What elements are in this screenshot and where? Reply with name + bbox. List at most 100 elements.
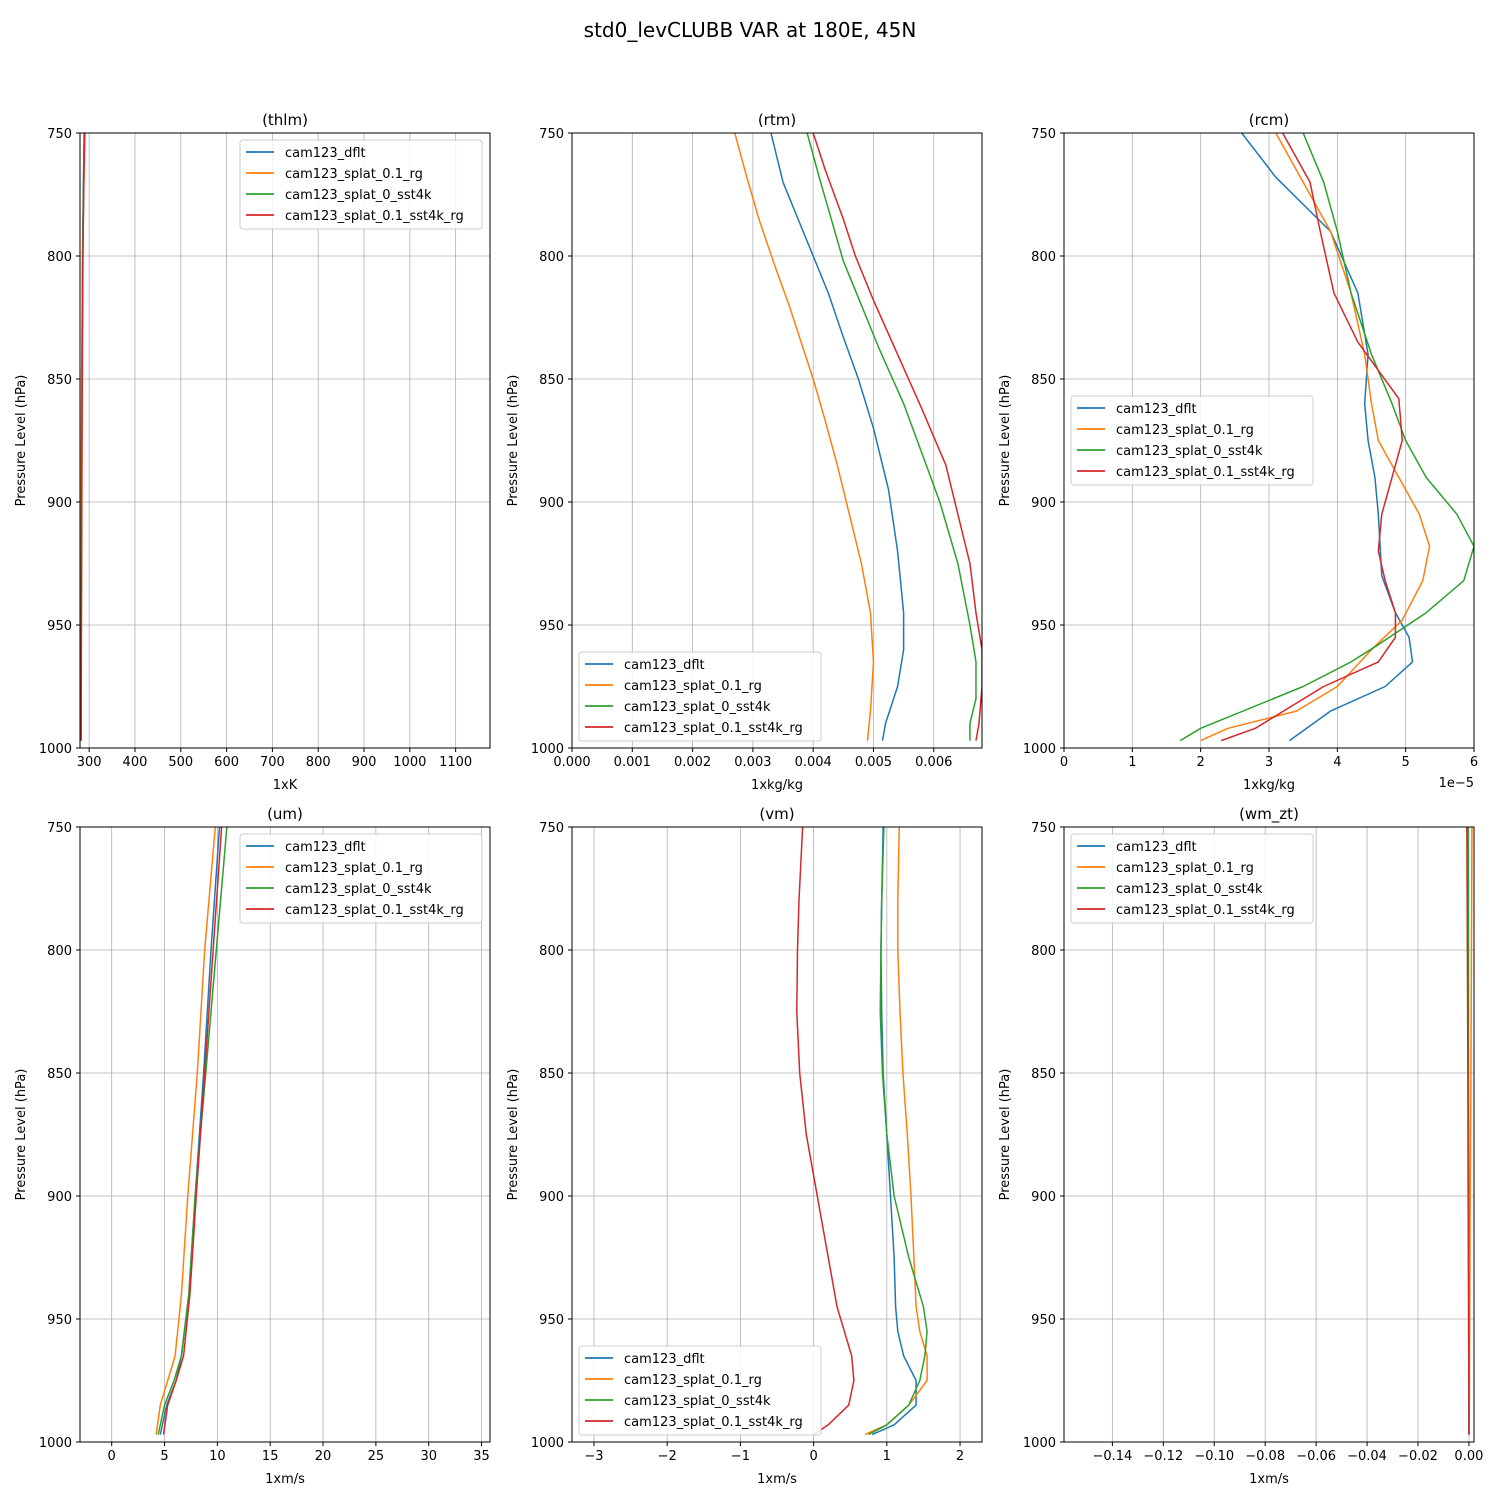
chart-panel-5: −3 −2 −1 0 1 2 750 800 850 900 950 1000 (vm) 1xm/s Pre… <box>506 805 983 1487</box>
legend: cam123_dflt cam123_splat_0.1_rg cam123_spl… <box>1070 395 1314 486</box>
legend: cam123_dflt cam123_splat_0.1_rg cam123_spl… <box>239 833 483 924</box>
legend-label: cam123_dflt <box>1116 402 1197 417</box>
legend-label: cam123_splat_0.1_rg <box>285 861 423 876</box>
y-tick-label: 800 <box>539 944 564 959</box>
chart-panel-1: 300 400 500 600 700 800 900 1000 1100 750 800 850 90… <box>14 111 491 793</box>
x-tick-label: −0.06 <box>1296 1449 1336 1464</box>
panel-title: (vm) <box>759 805 794 823</box>
series-group <box>1179 133 1474 742</box>
y-tick-label: 800 <box>539 250 564 265</box>
y-tick-label: 750 <box>47 127 72 142</box>
y-axis-label: Pressure Level (hPa) <box>14 375 29 507</box>
x-tick-label: 5 <box>1402 755 1410 770</box>
x-tick-label: 0.00 <box>1454 1449 1483 1464</box>
legend-box <box>1070 395 1314 486</box>
x-tick-label: 1100 <box>439 755 472 770</box>
y-tick-label: 800 <box>47 250 72 265</box>
y-tick-label: 1000 <box>1023 1436 1056 1451</box>
legend-box <box>578 651 822 742</box>
x-tick-label: 0.003 <box>734 755 771 770</box>
x-tick-label: 5 <box>160 1449 168 1464</box>
x-tick-label: 0 <box>108 1449 116 1464</box>
panel-title: (wm_zt) <box>1239 805 1299 824</box>
x-tick-label: −0.04 <box>1347 1449 1387 1464</box>
figure-title: std0_levCLUBB VAR at 180E, 45N <box>584 18 917 42</box>
y-tick-label: 950 <box>1031 1313 1056 1328</box>
panels: 300 400 500 600 700 800 900 1000 110075080085090… <box>14 111 1483 1487</box>
series-line-4 <box>812 133 982 741</box>
legend-label: cam123_dflt <box>1116 840 1197 855</box>
x-tick-label: −0.08 <box>1245 1449 1285 1464</box>
legend-label: cam123_splat_0.1_sst4k_rg <box>1116 903 1295 918</box>
y-tick-label: 850 <box>1031 1067 1056 1082</box>
x-tick-label: −2 <box>658 1449 677 1464</box>
chart-panel-2: 0.000 0.001 0.002 0.003 0.004 0.005 0.006 750 80… <box>506 111 983 793</box>
y-axis-label: Pressure Level (hPa) <box>506 375 521 507</box>
y-tick-label: 750 <box>539 821 564 836</box>
x-tick-label: 20 <box>315 1449 332 1464</box>
series-group <box>1466 827 1473 1435</box>
x-tick-label: 0.002 <box>674 755 711 770</box>
y-tick-label: 900 <box>1031 1190 1056 1205</box>
y-tick-label: 1000 <box>531 742 564 757</box>
x-tick-label: 30 <box>420 1449 437 1464</box>
y-tick-label: 850 <box>47 1067 72 1082</box>
x-tick-label: −3 <box>584 1449 603 1464</box>
y-axis-label: Pressure Level (hPa) <box>998 375 1013 507</box>
axes-frame <box>571 132 983 749</box>
x-tick-label: −0.10 <box>1194 1449 1234 1464</box>
x-tick-label: 700 <box>260 755 285 770</box>
series-line-4 <box>796 827 855 1436</box>
x-tick-label: 900 <box>352 755 377 770</box>
series-line-2 <box>864 827 928 1436</box>
panel-title: (rcm) <box>1249 111 1289 129</box>
chart-panel-4: 0 5 10 15 20 25 30 35 750 800 850 900 950 1000 (um) 1xm… <box>14 805 491 1487</box>
y-axis-label: Pressure Level (hPa) <box>14 1069 29 1201</box>
grid-lines <box>80 826 490 1443</box>
x-axis-label: 1xK <box>273 778 298 793</box>
x-tick-label: 0 <box>809 1449 817 1464</box>
series-line-4 <box>1220 133 1403 742</box>
legend-label: cam123_splat_0.1_rg <box>285 167 423 182</box>
series-group <box>155 827 228 1435</box>
x-tick-label: 0.000 <box>553 755 590 770</box>
x-axis-label: 1xkg/kg <box>751 778 803 793</box>
y-tick-label: 900 <box>47 496 72 511</box>
x-tick-label: 15 <box>262 1449 279 1464</box>
legend-label: cam123_splat_0.1_sst4k_rg <box>285 209 464 224</box>
legend-label: cam123_splat_0.1_sst4k_rg <box>624 721 803 736</box>
y-tick-label: 900 <box>1031 496 1056 511</box>
legend-box <box>578 1345 822 1436</box>
x-tick-label: −0.02 <box>1398 1449 1438 1464</box>
y-tick-label: 750 <box>1031 821 1056 836</box>
x-axis-label: 1xm/s <box>757 1472 797 1487</box>
y-tick-label: 850 <box>1031 373 1056 388</box>
x-tick-label: 0.001 <box>614 755 651 770</box>
grid-lines <box>80 132 490 749</box>
y-tick-label: 950 <box>47 619 72 634</box>
legend-label: cam123_splat_0.1_rg <box>1116 861 1254 876</box>
series-line-3 <box>1179 133 1474 742</box>
y-tick-label: 1000 <box>39 742 72 757</box>
legend-box <box>239 139 483 230</box>
series-group <box>80 133 86 741</box>
legend-label: cam123_dflt <box>285 840 366 855</box>
legend-label: cam123_splat_0_sst4k <box>1116 882 1263 897</box>
y-tick-label: 1000 <box>1023 742 1056 757</box>
series-line-4 <box>1466 827 1470 1435</box>
x-tick-label: 1 <box>1128 755 1136 770</box>
x-tick-label: 10 <box>209 1449 226 1464</box>
y-tick-label: 750 <box>47 821 72 836</box>
series-line-3 <box>806 133 977 741</box>
x-tick-label: −0.12 <box>1143 1449 1183 1464</box>
panel-title: (thlm) <box>262 111 308 129</box>
x-tick-label: 0.005 <box>855 755 892 770</box>
legend-label: cam123_splat_0.1_rg <box>624 679 762 694</box>
legend-label: cam123_splat_0.1_sst4k_rg <box>285 903 464 918</box>
x-offset-text: 1e−5 <box>1439 776 1474 791</box>
x-tick-label: 3 <box>1265 755 1273 770</box>
axes-frame <box>79 826 491 1443</box>
x-tick-label: 2 <box>1197 755 1205 770</box>
y-tick-label: 850 <box>539 373 564 388</box>
